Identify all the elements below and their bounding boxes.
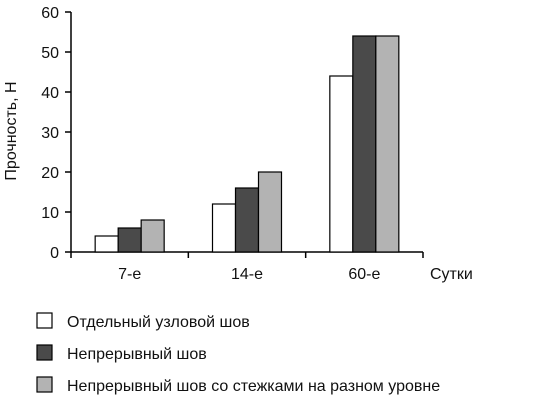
x-tick-label: 60-е — [348, 266, 380, 283]
legend: Отдельный узловой шов Непрерывный шов Непр… — [36, 312, 440, 395]
legend-swatch — [36, 376, 53, 393]
y-tick-label: 50 — [41, 45, 59, 62]
legend-item: Непрерывный шов со стежками на разном ур… — [36, 376, 440, 395]
legend-label: Непрерывный шов со стежками на разном ур… — [67, 378, 440, 395]
y-tick-label: 60 — [41, 5, 59, 22]
bar — [257, 171, 283, 253]
bar — [211, 203, 237, 253]
bar — [234, 187, 260, 253]
legend-label: Отдельный узловой шов — [67, 314, 250, 331]
x-axis: 7-е 14-е 60-е — [70, 251, 424, 283]
bar — [140, 219, 165, 253]
y-axis-label: Прочность, Н — [3, 81, 20, 180]
y-axis: 0 10 20 30 40 50 60 — [41, 5, 72, 262]
bar — [329, 75, 354, 253]
bar — [352, 35, 377, 253]
legend-swatch — [36, 312, 53, 329]
y-tick-label: 40 — [41, 85, 59, 102]
legend-label: Непрерывный шов — [67, 346, 207, 363]
y-tick-label: 0 — [50, 245, 59, 262]
y-tick-label: 10 — [41, 205, 59, 222]
y-tick-label: 30 — [41, 125, 59, 142]
x-axis-label: Сутки — [430, 266, 473, 283]
x-tick-label: 14-е — [231, 266, 263, 283]
legend-item: Отдельный узловой шов — [36, 312, 250, 331]
bars — [94, 35, 400, 253]
y-tick-label: 20 — [41, 165, 59, 182]
bar — [117, 227, 142, 253]
bar — [94, 235, 119, 253]
x-tick-label: 7-е — [118, 266, 141, 283]
legend-item: Непрерывный шов — [36, 344, 207, 363]
legend-swatch — [36, 344, 53, 361]
bar — [375, 35, 400, 253]
